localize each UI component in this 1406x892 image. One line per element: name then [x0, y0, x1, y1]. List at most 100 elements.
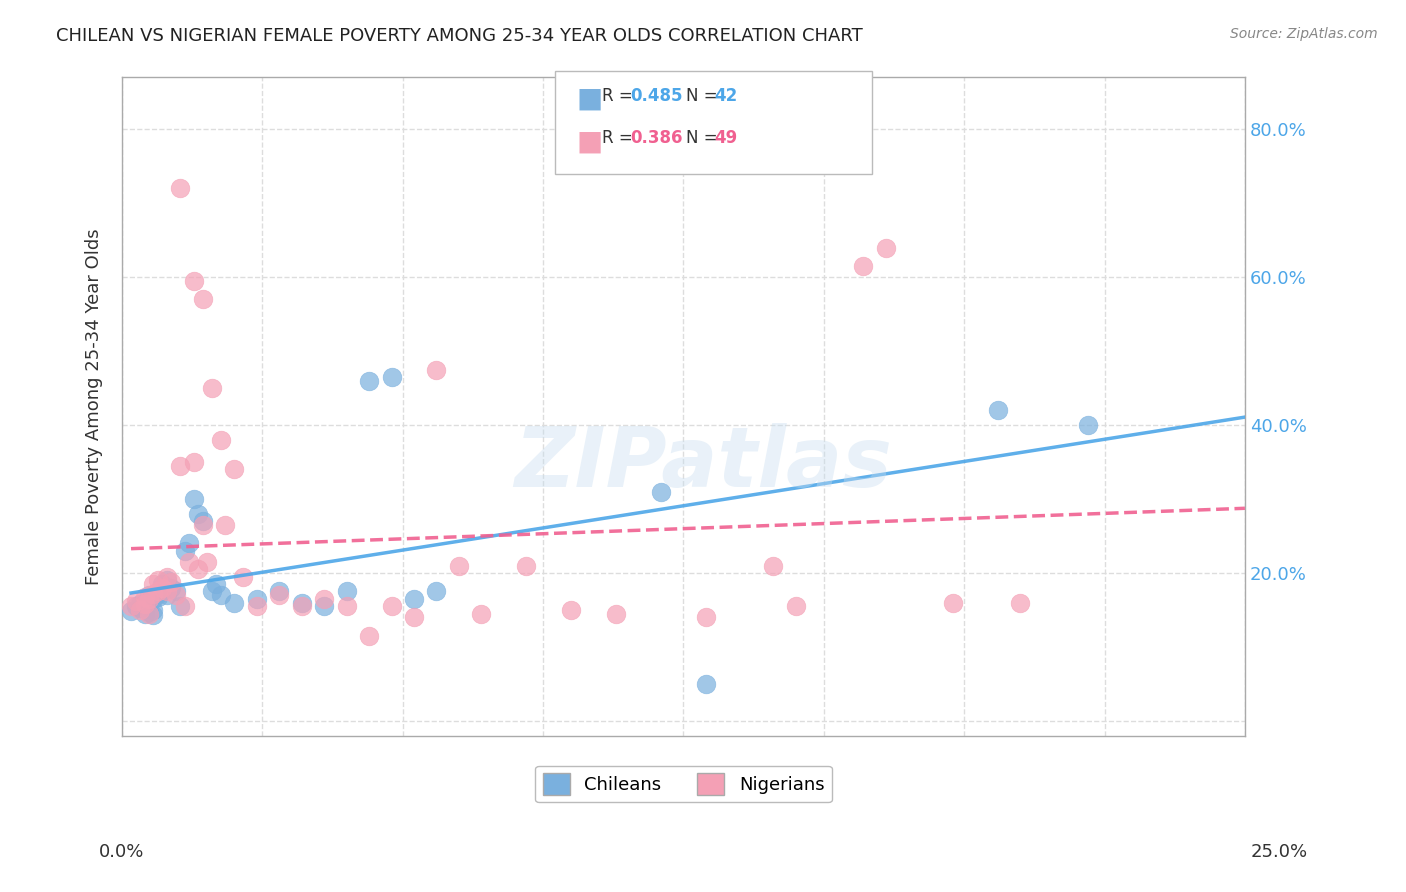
Text: CHILEAN VS NIGERIAN FEMALE POVERTY AMONG 25-34 YEAR OLDS CORRELATION CHART: CHILEAN VS NIGERIAN FEMALE POVERTY AMONG…	[56, 27, 863, 45]
Text: N =: N =	[686, 87, 723, 105]
Point	[187, 507, 209, 521]
Text: 0.0%: 0.0%	[98, 843, 143, 861]
Point	[183, 455, 205, 469]
Point	[138, 591, 160, 606]
Point	[425, 584, 447, 599]
Point	[214, 517, 236, 532]
Text: 0.386: 0.386	[630, 129, 682, 147]
Point	[134, 597, 156, 611]
Point	[201, 584, 224, 599]
Point	[605, 607, 627, 621]
Point	[447, 558, 470, 573]
Point	[142, 608, 165, 623]
Point	[380, 370, 402, 384]
Point	[191, 514, 214, 528]
Point	[146, 574, 169, 588]
Point	[160, 574, 183, 589]
Point	[165, 588, 187, 602]
Point	[156, 584, 179, 599]
Point	[169, 458, 191, 473]
Point	[380, 599, 402, 614]
Point	[142, 603, 165, 617]
Point	[120, 599, 142, 614]
Point	[209, 588, 232, 602]
Text: R =: R =	[602, 87, 638, 105]
Point	[142, 587, 165, 601]
Point	[205, 577, 228, 591]
Point	[120, 604, 142, 618]
Point	[875, 241, 897, 255]
Point	[142, 577, 165, 591]
Point	[470, 607, 492, 621]
Point	[191, 293, 214, 307]
Point	[246, 591, 269, 606]
Point	[156, 569, 179, 583]
Point	[269, 588, 291, 602]
Point	[695, 677, 717, 691]
Point	[224, 596, 246, 610]
Point	[785, 599, 807, 614]
Text: 25.0%: 25.0%	[1250, 843, 1308, 861]
Point	[134, 590, 156, 604]
Point	[156, 588, 179, 602]
Point	[269, 584, 291, 599]
Point	[142, 591, 165, 606]
Point	[515, 558, 537, 573]
Point	[174, 543, 197, 558]
Point	[183, 491, 205, 506]
Point	[124, 599, 146, 614]
Point	[695, 610, 717, 624]
Point	[179, 536, 201, 550]
Point	[359, 629, 381, 643]
Point	[160, 581, 183, 595]
Point	[138, 607, 160, 621]
Point	[1077, 418, 1099, 433]
Point	[425, 362, 447, 376]
Point	[146, 590, 169, 604]
Text: Source: ZipAtlas.com: Source: ZipAtlas.com	[1230, 27, 1378, 41]
Text: 49: 49	[714, 129, 738, 147]
Point	[314, 599, 336, 614]
Point	[209, 433, 232, 447]
Point	[187, 562, 209, 576]
Point	[402, 591, 425, 606]
Point	[152, 584, 174, 599]
Text: 0.485: 0.485	[630, 87, 682, 105]
Point	[146, 587, 169, 601]
Point	[650, 484, 672, 499]
Point	[124, 594, 146, 608]
Text: 42: 42	[714, 87, 738, 105]
Point	[762, 558, 785, 573]
Text: N =: N =	[686, 129, 723, 147]
Point	[232, 569, 254, 583]
Point	[169, 181, 191, 195]
Point	[156, 574, 179, 588]
Point	[359, 374, 381, 388]
Point	[197, 555, 219, 569]
Point	[146, 584, 169, 599]
Text: ■: ■	[576, 85, 603, 112]
Point	[224, 462, 246, 476]
Point	[852, 259, 875, 273]
Point	[191, 517, 214, 532]
Point	[201, 381, 224, 395]
Point	[179, 555, 201, 569]
Text: ZIPatlas: ZIPatlas	[515, 424, 891, 504]
Point	[987, 403, 1010, 417]
Point	[183, 274, 205, 288]
Point	[174, 599, 197, 614]
Point	[942, 596, 965, 610]
Point	[138, 588, 160, 602]
Point	[291, 596, 314, 610]
Point	[1010, 596, 1032, 610]
Point	[560, 603, 582, 617]
Point	[129, 601, 152, 615]
Point	[314, 591, 336, 606]
Point	[152, 581, 174, 595]
Point	[134, 596, 156, 610]
Point	[336, 584, 359, 599]
Text: R =: R =	[602, 129, 638, 147]
Y-axis label: Female Poverty Among 25-34 Year Olds: Female Poverty Among 25-34 Year Olds	[86, 228, 103, 585]
Point	[402, 610, 425, 624]
Point	[152, 577, 174, 591]
